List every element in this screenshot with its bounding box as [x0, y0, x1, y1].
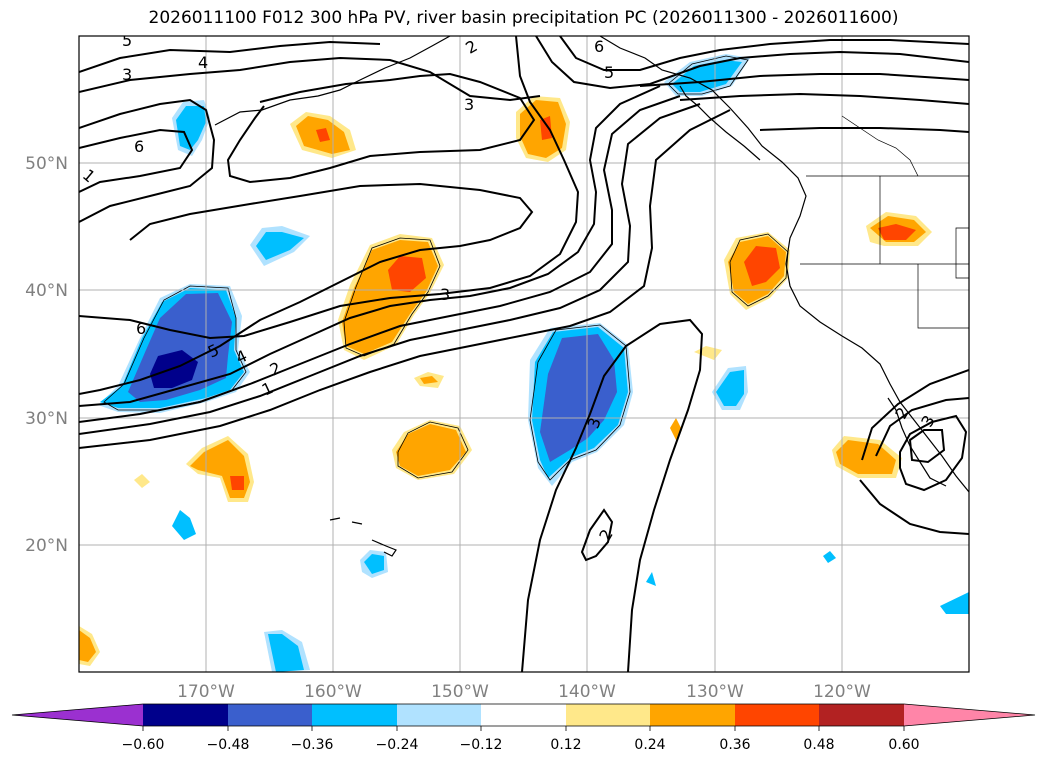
colorbar: −0.60 −0.48 −0.36 −0.24 −0.12 0.12 0.24 …: [11, 703, 1036, 753]
coastlines: [214, 36, 969, 557]
colorbar-tick: 0.60: [888, 737, 919, 753]
pv-label: 3: [122, 65, 132, 84]
lat-label: 40°N: [25, 281, 68, 301]
pv-label: 3: [440, 285, 450, 304]
pv-label: 6: [594, 37, 604, 56]
colorbar-segment: [481, 704, 566, 726]
lon-label: 170°W: [177, 682, 235, 702]
colorbar-tick: −0.24: [376, 737, 419, 753]
lat-label: 20°N: [25, 536, 68, 556]
lon-label: 150°W: [431, 682, 489, 702]
pv-label: 5: [122, 31, 132, 50]
lat-label: 50°N: [25, 154, 68, 174]
colorbar-segment: [566, 704, 650, 726]
colorbar-tick: −0.36: [291, 737, 334, 753]
state-borders: [800, 115, 969, 329]
map-content: 5 3 4 6 1 3 2 6 5 3 6 5 4 2 1 3 2 2 3: [79, 31, 969, 672]
colorbar-segment: [312, 704, 397, 726]
graticule: [79, 36, 969, 672]
colorbar-segment: [397, 704, 481, 726]
colorbar-tick: 0.36: [719, 737, 750, 753]
map-frame: [78, 35, 970, 673]
pv-contours: [79, 36, 969, 672]
pv-label: 3: [464, 95, 474, 114]
lon-axis: 170°W 160°W 150°W 140°W 130°W 120°W: [177, 682, 871, 702]
colorbar-segment: [228, 704, 312, 726]
colorbar-tick: 0.12: [550, 737, 581, 753]
pv-label: 4: [198, 53, 208, 72]
colorbar-segment: [650, 704, 735, 726]
lat-label: 30°N: [25, 409, 68, 429]
pv-label: 6: [134, 137, 144, 156]
colorbar-segment: [819, 704, 904, 726]
lon-label: 120°W: [813, 682, 871, 702]
pv-label: 5: [604, 63, 614, 82]
colorbar-tick: 0.48: [803, 737, 834, 753]
pv-label: 6: [136, 319, 146, 338]
colorbar-tick: −0.12: [460, 737, 503, 753]
lon-label: 140°W: [558, 682, 616, 702]
colorbar-tick: −0.48: [207, 737, 250, 753]
colorbar-segment: [735, 704, 819, 726]
colorbar-segment: [143, 704, 228, 726]
map-title: 2026011100 F012 300 hPa PV, river basin …: [148, 8, 899, 28]
colorbar-tick: −0.60: [122, 737, 165, 753]
colorbar-tick: 0.24: [634, 737, 665, 753]
colorbar-extend-left: [12, 704, 143, 726]
lat-axis: 50°N 40°N 30°N 20°N: [25, 154, 68, 556]
colorbar-extend-right: [904, 704, 1035, 726]
lon-label: 160°W: [304, 682, 362, 702]
lon-label: 130°W: [686, 682, 744, 702]
